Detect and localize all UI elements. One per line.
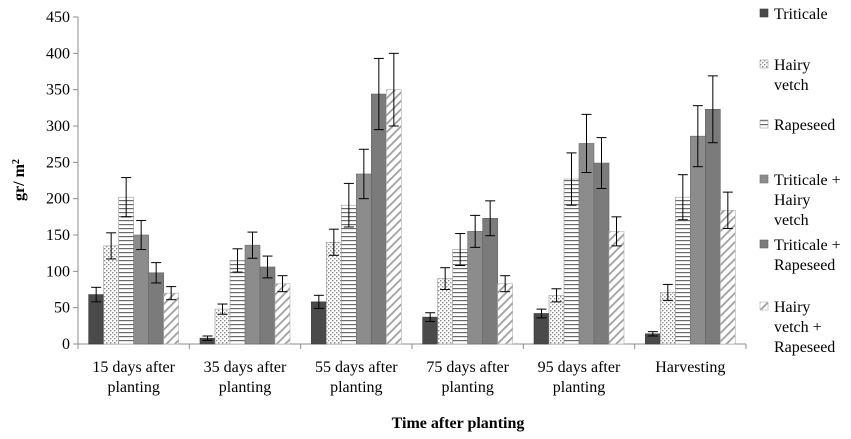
bar: [103, 245, 119, 345]
bar: [118, 196, 134, 345]
legend-label: Hairy vetch + Rapeseed: [774, 299, 835, 356]
bar: [371, 93, 387, 345]
legend-swatch: [759, 239, 769, 249]
bar: [244, 244, 261, 345]
bar: [690, 135, 706, 345]
x-axis-label: Time after planting: [392, 415, 525, 432]
bar: [148, 272, 164, 345]
bar: [326, 241, 342, 345]
bar: [705, 108, 721, 345]
bar: [133, 234, 149, 345]
bar: [274, 283, 291, 345]
legend-label: Triticale: [774, 6, 828, 23]
bar: [608, 231, 625, 345]
y-tick-label: 450: [46, 9, 70, 26]
legend-label: Triticale + Rapeseed: [774, 237, 841, 274]
bar: [229, 260, 246, 345]
x-tick-label: 35 days after planting: [204, 359, 287, 396]
bar: [548, 295, 565, 345]
bar: [593, 162, 610, 345]
legend-label: Rapeseed: [774, 117, 835, 134]
y-tick-label: 200: [46, 191, 70, 208]
bar: [482, 217, 498, 345]
bar: [386, 89, 402, 345]
y-tick-label: 50: [54, 300, 70, 317]
legend-swatch: [759, 301, 769, 311]
y-axis-label: gr/ m2: [11, 159, 29, 201]
bar: [720, 209, 736, 345]
bar: [497, 283, 513, 345]
bar: [259, 266, 276, 345]
y-tick-label: 0: [62, 336, 70, 353]
y-tick-label: 150: [46, 227, 70, 244]
legend-label: Hairy vetch: [774, 57, 810, 94]
y-tick-label: 300: [46, 118, 70, 135]
y-tick-label: 100: [46, 263, 70, 280]
legend-swatch: [759, 174, 769, 184]
x-tick-label: 55 days after planting: [315, 359, 398, 396]
y-tick-label: 400: [46, 45, 70, 62]
x-tick-label: 75 days after planting: [426, 359, 509, 396]
bar: [578, 143, 595, 345]
y-tick-label: 250: [46, 154, 70, 171]
x-tick-label: 15 days after planting: [92, 359, 175, 396]
legend-swatch: [759, 59, 769, 69]
bar: [467, 231, 483, 345]
y-tick-label: 350: [46, 82, 70, 99]
bar: [356, 173, 372, 345]
bar: [163, 292, 179, 345]
legend-swatch: [759, 8, 769, 18]
x-tick-label: 95 days after planting: [538, 359, 621, 396]
legend-label: Triticale + Hairy vetch: [774, 172, 841, 229]
x-tick-label: Harvesting: [655, 359, 725, 376]
legend-swatch: [759, 119, 769, 129]
